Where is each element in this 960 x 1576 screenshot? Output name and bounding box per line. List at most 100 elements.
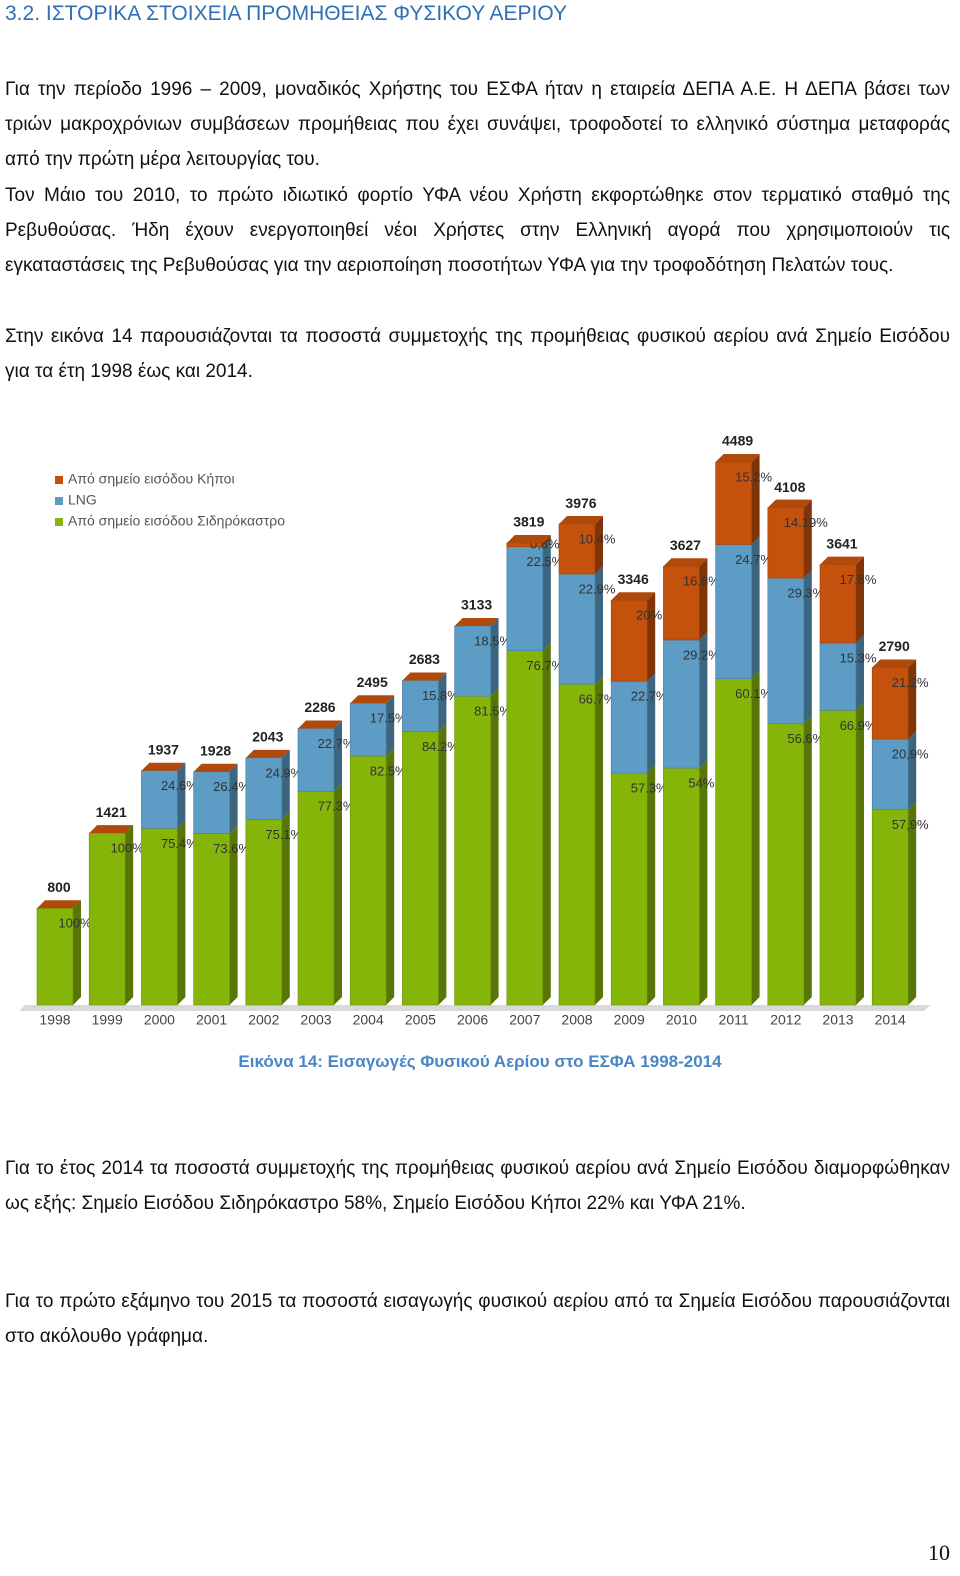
page-number: 10: [928, 1540, 950, 1565]
value-label: 24.6%: [161, 778, 198, 793]
value-label: 76.7%: [526, 658, 563, 673]
x-tick-label: 1998: [39, 1012, 70, 1028]
legend-label: Από σημείο εισόδου Σιδηρόκαστρο: [68, 513, 285, 529]
x-tick-label: 2003: [300, 1012, 331, 1028]
bar-segment: [454, 695, 491, 1006]
total-label: 2286: [304, 699, 335, 715]
bar-side: [177, 762, 186, 829]
value-label: 57.3%: [631, 781, 668, 796]
bar-segment: [88, 832, 126, 1006]
value-label: 75.4%: [161, 836, 198, 851]
total-label: 1928: [200, 742, 231, 758]
bar-segment: [506, 542, 544, 548]
value-label: 17.5%: [370, 711, 407, 726]
total-label: 2683: [409, 651, 440, 667]
x-tick-label: 2014: [875, 1012, 906, 1028]
bar-top: [663, 558, 708, 567]
bar-top: [298, 720, 342, 729]
bar-side: [281, 749, 290, 820]
chart: Από σημείο εισόδου Κήποι LNG Από σημείο ει…: [19, 433, 931, 1028]
bar-segment: [819, 710, 857, 1006]
x-tick-label: 2012: [770, 1012, 801, 1028]
value-label: 66.9%: [840, 718, 877, 733]
bar-segment: [767, 507, 805, 579]
bar-segment: [819, 564, 857, 644]
bar-side: [647, 673, 656, 774]
floor: [19, 1005, 931, 1011]
bar-side: [699, 631, 708, 769]
bar-segment: [193, 833, 230, 1006]
value-label: 16.8%: [683, 574, 720, 589]
bar-segment: [558, 573, 596, 685]
x-tick-label: 2011: [719, 1012, 749, 1028]
x-tick-label: 2005: [405, 1012, 436, 1028]
bar-side: [542, 642, 551, 1005]
value-label: 57,9%: [892, 817, 929, 832]
bar-side: [908, 731, 917, 810]
bar-side: [803, 715, 812, 1005]
legend-swatch: [55, 476, 63, 484]
value-label: 29.3%: [787, 586, 824, 601]
total-label: 2790: [879, 638, 910, 654]
value-label: 15.2%: [735, 469, 772, 484]
value-label: 17.8%: [840, 572, 877, 587]
x-tick-label: 2013: [822, 1012, 853, 1028]
bar-segment: [141, 828, 178, 1006]
bar-side: [699, 558, 708, 640]
bar-segment: [454, 625, 491, 697]
x-tick-label: 2006: [457, 1012, 488, 1028]
value-label: 84.2%: [422, 739, 459, 754]
bar-segment: [297, 728, 335, 792]
bar-top: [245, 749, 290, 758]
bar-side: [647, 592, 656, 682]
value-label: 14.19%: [784, 515, 829, 530]
x-tick-label: 2004: [353, 1012, 384, 1028]
bar-side: [490, 688, 499, 1005]
bar-side: [595, 676, 603, 1005]
value-label: 100%: [58, 916, 92, 931]
bar-segment: [610, 772, 648, 1006]
value-label: 24.7%: [735, 552, 772, 567]
bar-side: [856, 556, 864, 643]
bar-segment: [402, 731, 439, 1006]
value-label: 66.7%: [579, 692, 616, 707]
bar-side: [751, 670, 760, 1005]
bar-side: [856, 702, 864, 1005]
bar-segment: [349, 755, 387, 1006]
bar-top: [89, 825, 134, 834]
bar-side: [856, 634, 864, 711]
value-label: 20%: [636, 608, 662, 623]
bar-top: [37, 900, 81, 909]
bar-segment: [36, 907, 74, 1006]
value-label: 22.9%: [579, 582, 616, 597]
bar-top: [506, 535, 551, 544]
bar-segment: [663, 565, 700, 641]
total-label: 3641: [826, 535, 857, 551]
bar-segment: [402, 680, 439, 733]
bar-segment: [715, 678, 752, 1006]
bar-top: [872, 659, 917, 668]
bar-side: [908, 801, 917, 1005]
bar-segment: [558, 683, 596, 1006]
bar-side: [438, 672, 447, 732]
legend-label: LNG: [68, 492, 97, 508]
bar-segment: [871, 738, 909, 810]
value-label: 100%: [111, 841, 145, 856]
legend-swatch: [55, 518, 63, 526]
bar-side: [438, 723, 447, 1005]
bar-side: [595, 516, 603, 575]
bar-top: [611, 592, 656, 601]
bar-segment: [663, 639, 700, 769]
value-label: 73.6%: [213, 841, 250, 856]
total-label: 3346: [618, 571, 649, 587]
value-label: 54%: [688, 776, 714, 791]
bar-segment: [297, 790, 335, 1006]
bar-top: [141, 762, 186, 771]
total-label: 1421: [96, 804, 127, 820]
value-label: 15.3%: [840, 650, 877, 665]
value-label: 81.5%: [474, 704, 511, 719]
value-label: 18.5%: [474, 633, 511, 648]
bar-top: [767, 499, 812, 508]
bar-segment: [819, 642, 857, 711]
bar-top: [820, 556, 864, 565]
